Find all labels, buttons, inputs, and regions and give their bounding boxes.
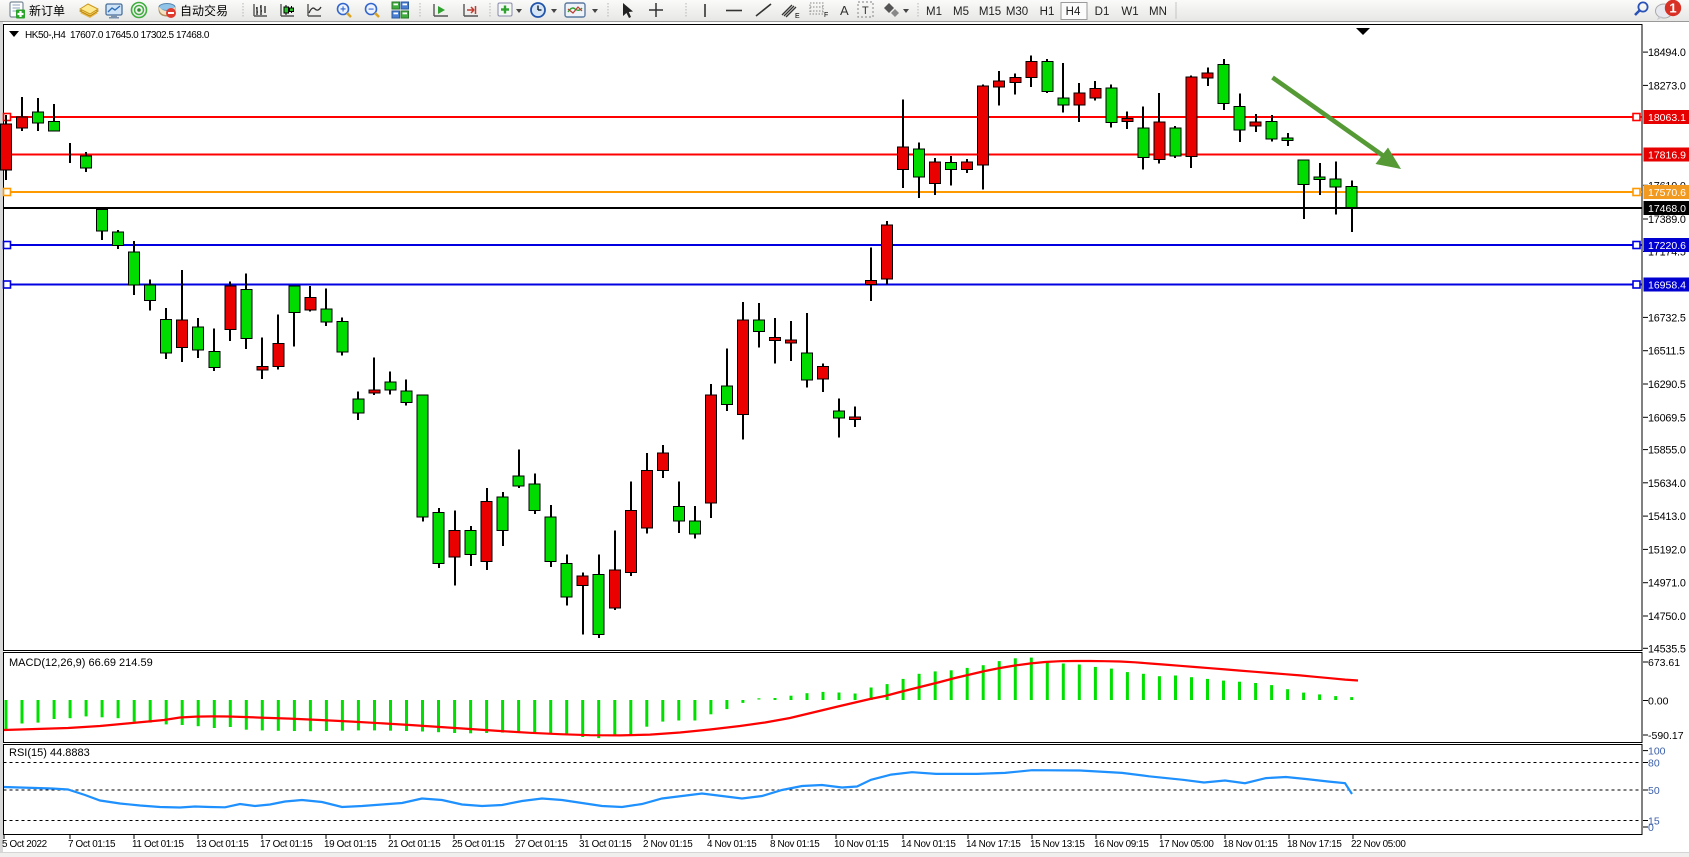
svg-text:4 Nov 01:15: 4 Nov 01:15 <box>707 839 757 850</box>
svg-text:17468.0: 17468.0 <box>1648 203 1686 215</box>
svg-text:18494.0: 18494.0 <box>1648 47 1686 59</box>
svg-text:1: 1 <box>1669 1 1676 16</box>
svg-text:16958.4: 16958.4 <box>1648 280 1686 292</box>
svg-text:50: 50 <box>1648 785 1660 797</box>
svg-text:D1: D1 <box>1095 6 1110 18</box>
svg-text:+: + <box>340 5 346 16</box>
svg-text:16290.5: 16290.5 <box>1648 379 1686 391</box>
svg-text:18 Nov 17:15: 18 Nov 17:15 <box>1287 839 1342 850</box>
svg-text:18273.0: 18273.0 <box>1648 80 1686 92</box>
svg-text:−: − <box>368 5 374 16</box>
svg-text:MN: MN <box>1149 6 1167 18</box>
svg-text:18063.1: 18063.1 <box>1648 112 1686 124</box>
svg-text:15: 15 <box>1648 816 1660 828</box>
svg-text:M15: M15 <box>979 6 1001 18</box>
svg-text:0.00: 0.00 <box>1648 696 1669 708</box>
svg-text:MACD(12,26,9) 66.69 214.59: MACD(12,26,9) 66.69 214.59 <box>9 657 153 669</box>
svg-text:15855.0: 15855.0 <box>1648 445 1686 457</box>
svg-text:HK50-,H4 17607.0 17645.0 1730: HK50-,H4 17607.0 17645.0 17302.5 17468.0 <box>25 30 210 41</box>
svg-text:14535.5: 14535.5 <box>1648 643 1686 655</box>
svg-text:100: 100 <box>1648 746 1666 758</box>
svg-text:80: 80 <box>1648 758 1660 770</box>
svg-text:F: F <box>824 12 828 19</box>
svg-text:673.61: 673.61 <box>1648 657 1680 669</box>
svg-text:14971.0: 14971.0 <box>1648 578 1686 590</box>
svg-text:M5: M5 <box>953 6 969 18</box>
svg-text:16069.5: 16069.5 <box>1648 412 1686 424</box>
svg-text:19 Oct 01:15: 19 Oct 01:15 <box>324 839 377 850</box>
svg-text:31 Oct 01:15: 31 Oct 01:15 <box>579 839 632 850</box>
svg-text:自动交易: 自动交易 <box>180 3 228 18</box>
svg-text:15634.0: 15634.0 <box>1648 478 1686 490</box>
svg-text:22 Nov 05:00: 22 Nov 05:00 <box>1351 839 1406 850</box>
svg-text:5 Oct 2022: 5 Oct 2022 <box>2 839 47 850</box>
svg-text:27 Oct 01:15: 27 Oct 01:15 <box>515 839 568 850</box>
svg-text:15192.0: 15192.0 <box>1648 544 1686 556</box>
svg-text:E: E <box>795 13 800 20</box>
svg-text:-590.17: -590.17 <box>1648 730 1684 742</box>
svg-text:7 Oct 01:15: 7 Oct 01:15 <box>68 839 116 850</box>
svg-text:25 Oct 01:15: 25 Oct 01:15 <box>452 839 505 850</box>
svg-text:17816.9: 17816.9 <box>1648 150 1686 162</box>
svg-text:10 Nov 01:15: 10 Nov 01:15 <box>834 839 889 850</box>
svg-text:14 Nov 01:15: 14 Nov 01:15 <box>901 839 956 850</box>
svg-text:17220.6: 17220.6 <box>1648 240 1686 252</box>
svg-text:17389.0: 17389.0 <box>1648 214 1686 226</box>
svg-text:A: A <box>840 3 849 18</box>
svg-text:16 Nov 09:15: 16 Nov 09:15 <box>1094 839 1149 850</box>
svg-text:18 Nov 01:15: 18 Nov 01:15 <box>1223 839 1278 850</box>
svg-text:M1: M1 <box>926 6 942 18</box>
svg-text:新订单: 新订单 <box>29 3 65 18</box>
svg-text:17 Oct 01:15: 17 Oct 01:15 <box>260 839 313 850</box>
svg-text:15 Nov 13:15: 15 Nov 13:15 <box>1030 839 1085 850</box>
svg-text:RSI(15) 44.8883: RSI(15) 44.8883 <box>9 747 90 759</box>
svg-text:16732.5: 16732.5 <box>1648 312 1686 324</box>
svg-text:H1: H1 <box>1040 6 1055 18</box>
svg-text:T: T <box>862 5 869 17</box>
svg-text:2 Nov 01:15: 2 Nov 01:15 <box>643 839 693 850</box>
svg-text:17 Nov 05:00: 17 Nov 05:00 <box>1159 839 1214 850</box>
svg-text:M30: M30 <box>1006 6 1028 18</box>
svg-text:11 Oct 01:15: 11 Oct 01:15 <box>132 839 184 850</box>
svg-text:21 Oct 01:15: 21 Oct 01:15 <box>388 839 441 850</box>
svg-text:W1: W1 <box>1121 6 1138 18</box>
svg-text:14750.0: 14750.0 <box>1648 611 1686 623</box>
svg-text:0: 0 <box>1648 822 1654 834</box>
svg-text:14 Nov 17:15: 14 Nov 17:15 <box>966 839 1021 850</box>
svg-text:16511.5: 16511.5 <box>1648 346 1685 358</box>
svg-text:15413.0: 15413.0 <box>1648 511 1686 523</box>
svg-text:8 Nov 01:15: 8 Nov 01:15 <box>770 839 820 850</box>
svg-text:13 Oct 01:15: 13 Oct 01:15 <box>196 839 249 850</box>
svg-text:17570.6: 17570.6 <box>1648 187 1686 199</box>
svg-text:H4: H4 <box>1066 6 1081 18</box>
